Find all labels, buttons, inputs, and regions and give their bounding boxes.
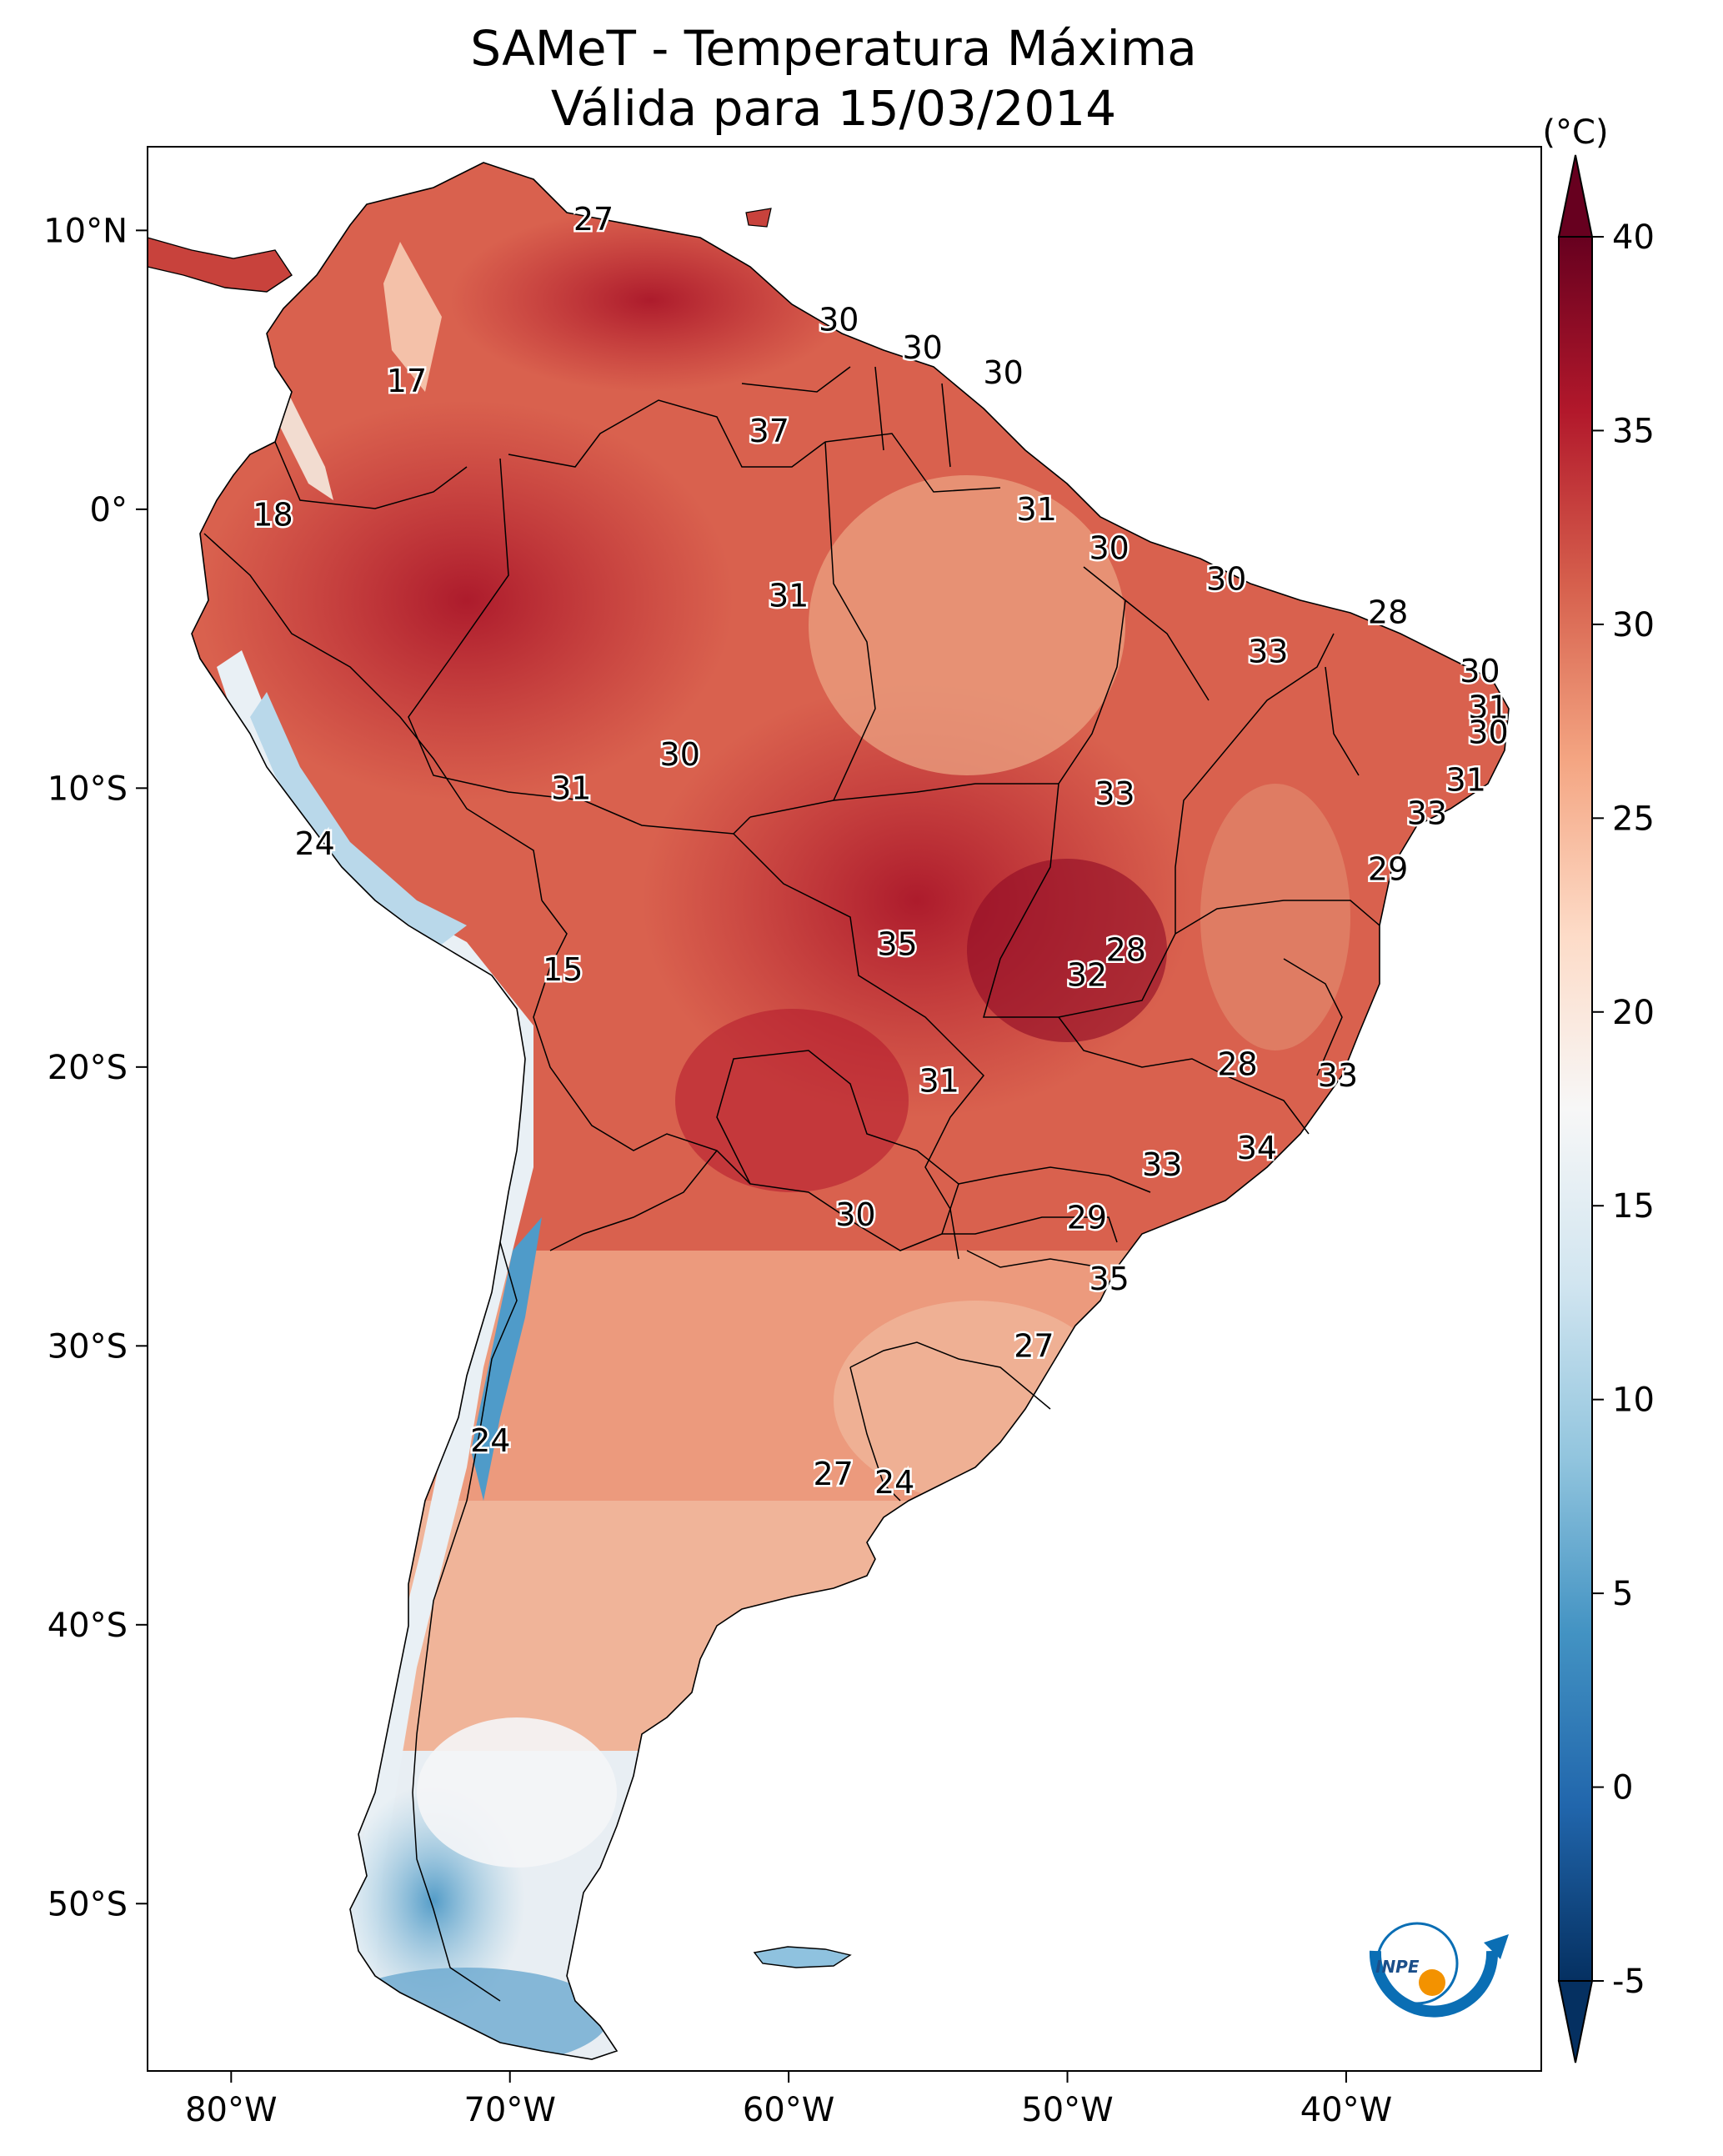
colorbar-tick-label: 40 xyxy=(1612,218,1655,257)
city-temperature-label: 28 xyxy=(1217,1045,1257,1082)
city-temperature-label: 33 xyxy=(1407,795,1447,831)
lat-tick-label: 30°S xyxy=(48,1327,128,1366)
colorbar-unit-label: (°C) xyxy=(1542,113,1608,152)
colorbar-tick-label: 30 xyxy=(1612,606,1655,644)
city-temperature-label: 30 xyxy=(1460,653,1500,689)
logo-sun-dot xyxy=(1419,1969,1445,1996)
city-temperature-label: 33 xyxy=(1248,633,1288,669)
colorbar-tick-label: 0 xyxy=(1612,1769,1633,1808)
logo-swoosh xyxy=(1369,1950,1499,2018)
colorbar-tick-label: 25 xyxy=(1612,800,1655,838)
colorbar-extend-max xyxy=(1557,154,1594,238)
city-temperature-label: 31 xyxy=(1446,761,1486,798)
colorbar-tick-label: 15 xyxy=(1612,1187,1655,1226)
title-line-1: SAMeT - Temperatura Máxima xyxy=(470,20,1197,77)
coastline xyxy=(191,162,1510,2060)
colorbar-tick-label: 5 xyxy=(1612,1575,1633,1613)
city-temperature-label: 27 xyxy=(1014,1327,1054,1364)
colorbar-extend-min xyxy=(1557,1980,1594,2063)
colorbar-tick-label: 10 xyxy=(1612,1381,1655,1420)
city-temperature-label: 24 xyxy=(294,825,334,862)
city-temperature-label: 33 xyxy=(1142,1146,1182,1183)
city-temperature-label: 31 xyxy=(919,1063,959,1100)
city-labels: 2717183030303731313030283330313031332933… xyxy=(251,198,1510,1502)
city-temperature-label: 31 xyxy=(551,770,591,806)
lat-tick-label: 10°S xyxy=(48,770,128,808)
lon-tick-label: 80°W xyxy=(185,2091,277,2129)
logo-orbit-ring xyxy=(1375,1922,1459,2005)
lon-tick-label: 40°W xyxy=(1300,2091,1392,2129)
city-temperature-label: 28 xyxy=(1106,931,1146,968)
colorbar-ticks: 40 35 30 25 20 15 10 5 0 -5 xyxy=(1592,218,1655,2001)
city-temperature-label: 24 xyxy=(874,1464,914,1501)
colorbar-tick-label: 35 xyxy=(1612,412,1655,450)
inpe-logo: INPE xyxy=(1369,1922,1509,2018)
lat-tick-label: 10°N xyxy=(43,212,128,250)
city-temperature-label: 33 xyxy=(1094,775,1134,812)
logo-text: INPE xyxy=(1375,1957,1420,1977)
lat-tick-label: 0° xyxy=(90,491,128,529)
map-area: 2717183030303731313030283330313031332933… xyxy=(147,146,1542,2072)
logo-arrow-icon xyxy=(1484,1934,1509,1959)
city-temperature-label: 30 xyxy=(1206,560,1246,597)
lat-tick-label: 50°S xyxy=(48,1885,128,1923)
city-temperature-label: 31 xyxy=(1468,689,1508,725)
city-temperature-label: 33 xyxy=(1318,1057,1358,1094)
city-temperature-label: 15 xyxy=(543,951,583,988)
country-borders xyxy=(203,366,1380,2002)
city-temperature-label: 30 xyxy=(1468,714,1508,750)
city-temperature-label: 30 xyxy=(902,329,942,366)
city-temperature-label: 30 xyxy=(660,736,700,773)
falkland-islands xyxy=(753,1946,852,1968)
city-temperature-label: 34 xyxy=(1237,1130,1277,1166)
lon-tick-label: 50°W xyxy=(1021,2091,1113,2129)
city-temperature-label: 30 xyxy=(835,1196,875,1233)
city-temperature-label: 35 xyxy=(1089,1261,1129,1297)
map-frame xyxy=(147,146,1542,2072)
title-line-2: Válida para 15/03/2014 xyxy=(551,80,1116,137)
city-temperature-label: 18 xyxy=(253,497,293,534)
lat-tick-label: 20°S xyxy=(48,1049,128,1087)
city-temperature-label: 32 xyxy=(1067,956,1107,993)
caribbean-islands xyxy=(745,208,772,228)
colorbar-gradient xyxy=(1558,236,1593,1982)
colorbar-tick-label: -5 xyxy=(1612,1963,1645,2001)
lon-tick-label: 60°W xyxy=(743,2091,834,2129)
city-temperature-label: 31 xyxy=(1017,491,1057,528)
city-temperature-label: 35 xyxy=(877,926,917,963)
city-temperature-label: 37 xyxy=(749,413,789,449)
city-temperature-label: 31 xyxy=(769,578,809,614)
city-temperature-label: 30 xyxy=(819,301,859,338)
lon-tick-label: 70°W xyxy=(463,2091,555,2129)
city-temperature-label: 28 xyxy=(1368,594,1408,631)
central-america xyxy=(147,237,293,293)
latitude-ticks: 10°N 0° 10°S 20°S 30°S 40°S 50°S xyxy=(43,212,148,1923)
city-temperature-label: 30 xyxy=(983,354,1023,391)
city-temperature-label: 27 xyxy=(573,201,614,238)
lat-tick-label: 40°S xyxy=(48,1607,128,1645)
city-temperature-label: 30 xyxy=(1089,530,1129,567)
colorbar: (°C) 40 35 30 25 20 15 10 5 0 -5 xyxy=(1542,113,1655,2063)
city-temperature-label: 29 xyxy=(1368,850,1408,887)
colorbar-tick-label: 20 xyxy=(1612,994,1655,1032)
city-temperature-label: 29 xyxy=(1067,1199,1107,1236)
city-temperature-label: 17 xyxy=(387,363,427,399)
city-temperature-label: 24 xyxy=(470,1422,510,1459)
city-temperature-label: 27 xyxy=(813,1456,853,1492)
longitude-ticks: 80°W 70°W 60°W 50°W 40°W xyxy=(185,2071,1392,2129)
